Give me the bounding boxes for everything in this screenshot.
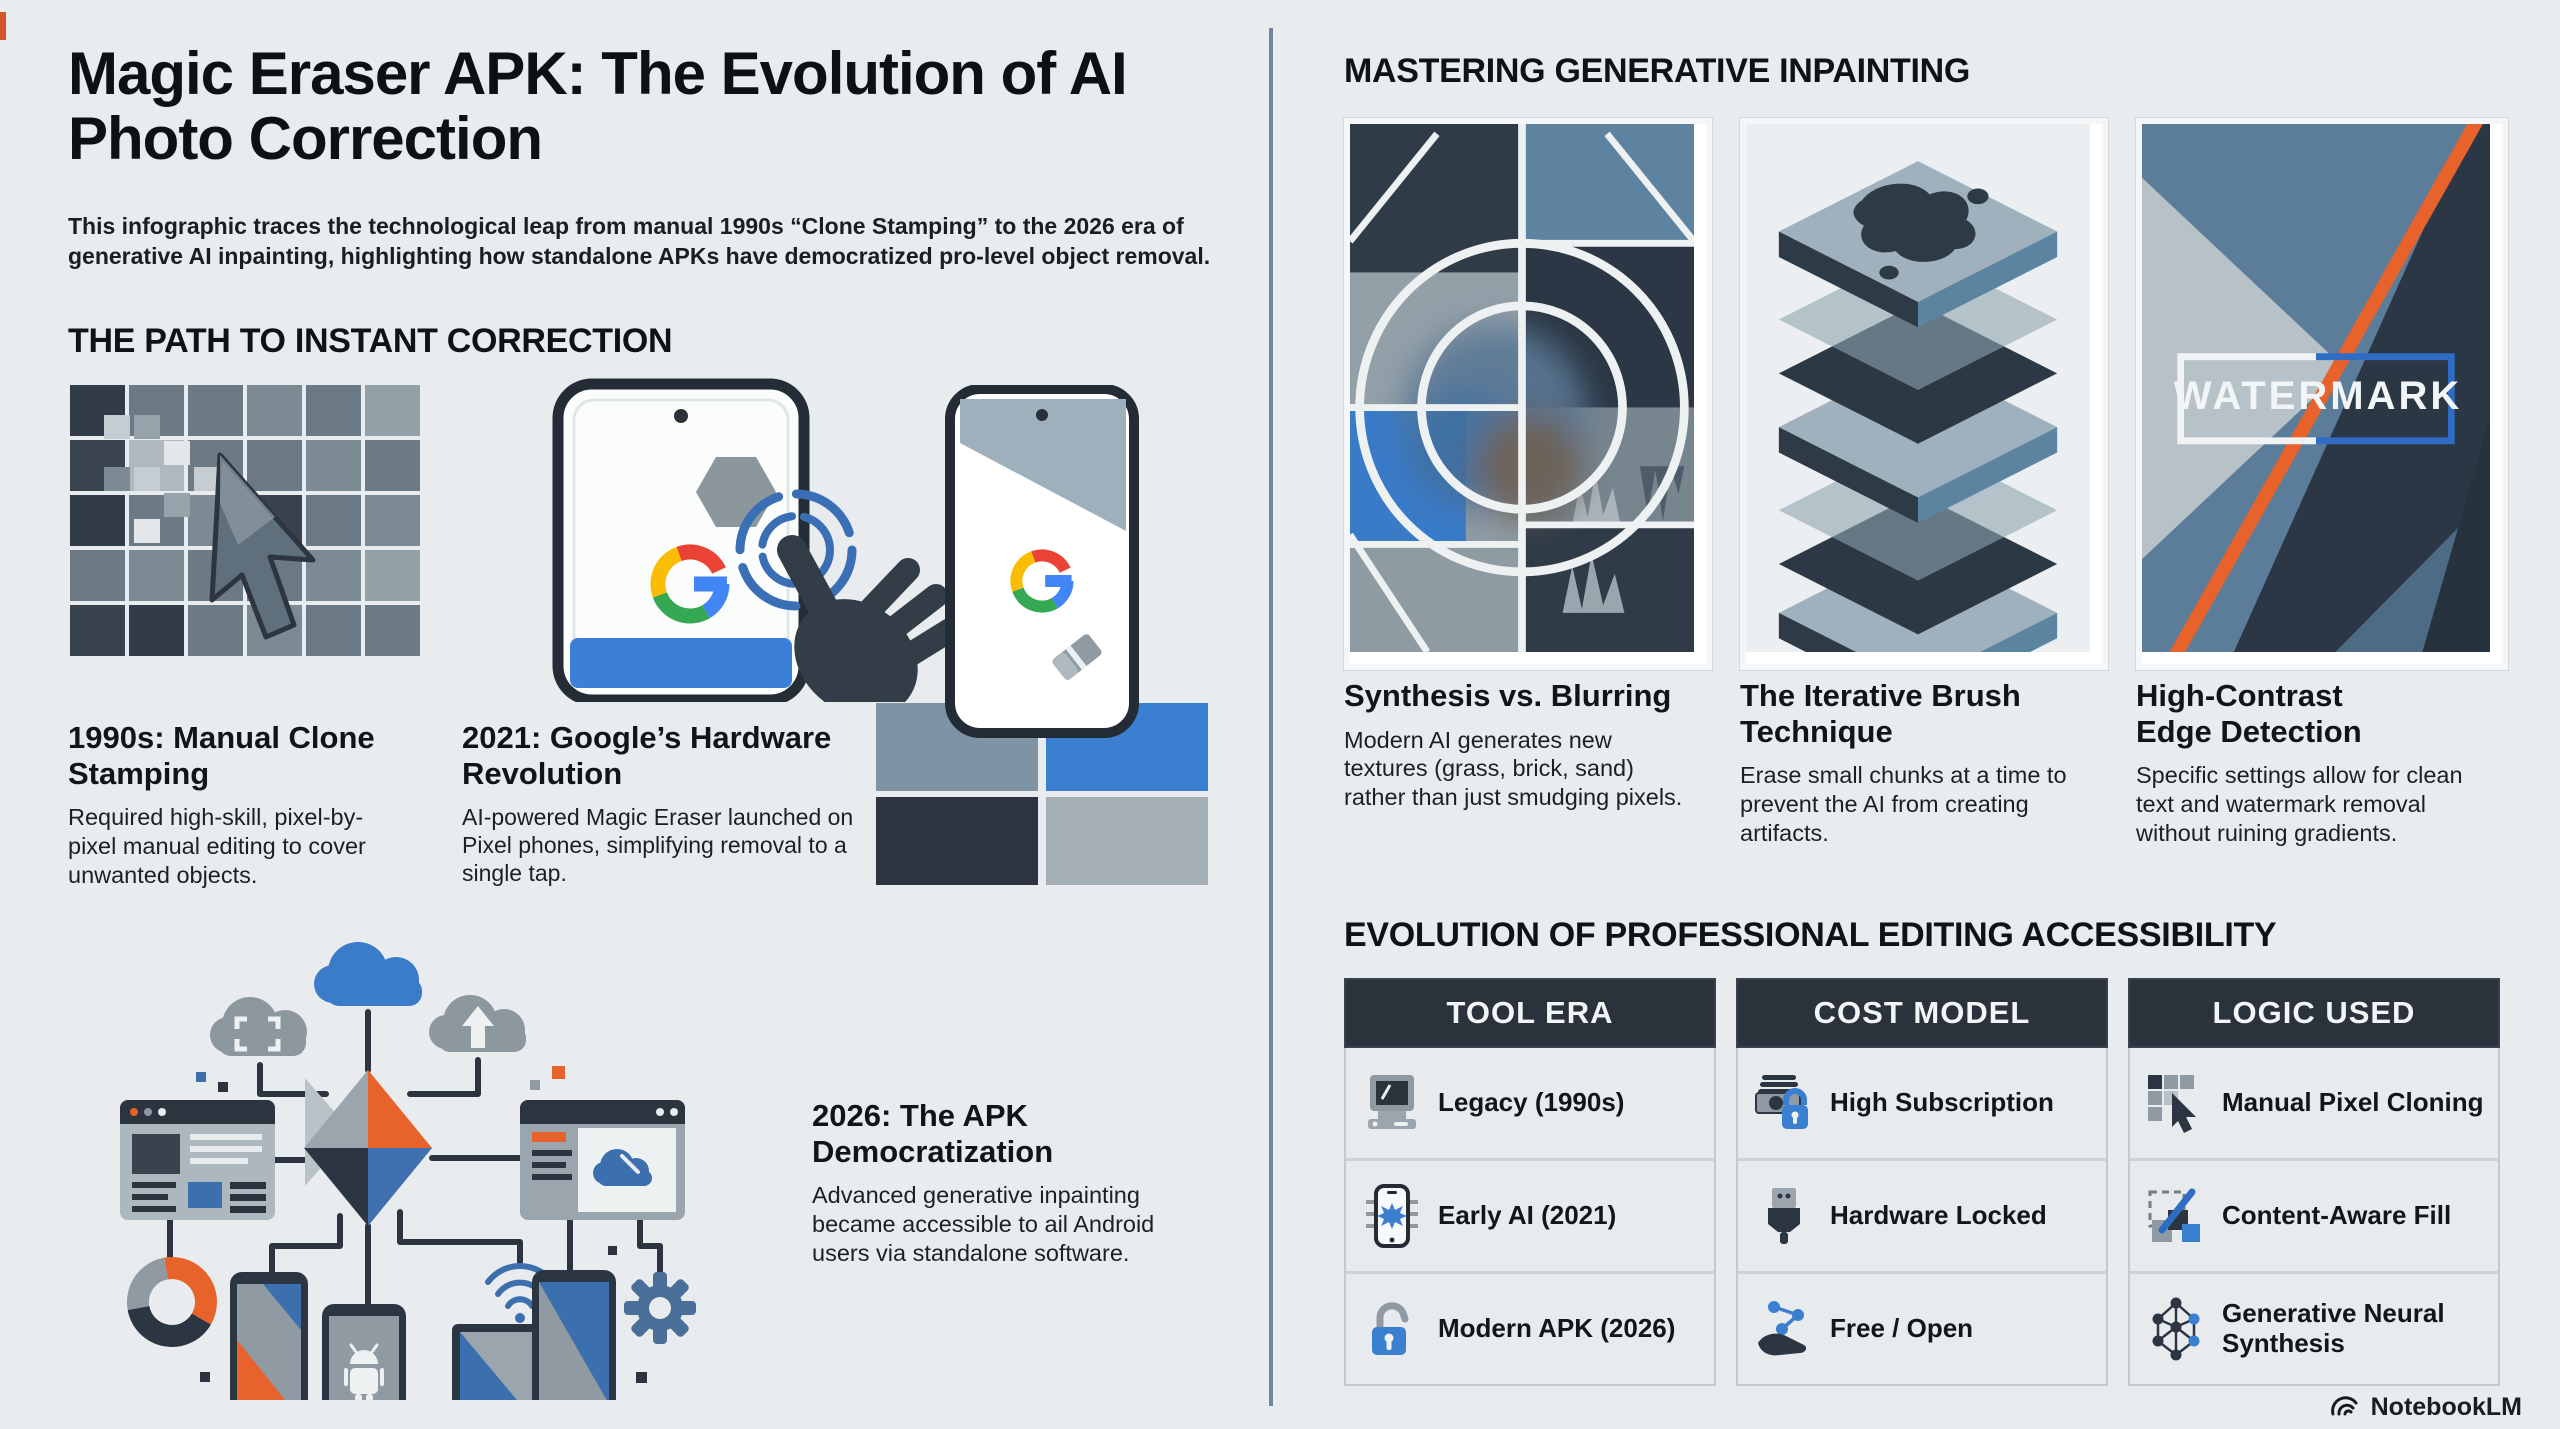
timeline-item-1990s: 1990s: Manual Clone Stamping Required hi… xyxy=(68,720,398,889)
gear-icon xyxy=(624,1272,696,1344)
device-cloud-cluster-icon xyxy=(120,942,696,1429)
apk-ecosystem-illustration xyxy=(100,920,720,1429)
table-row: Content-Aware Fill xyxy=(2130,1158,2498,1271)
usb-plug-icon xyxy=(1752,1184,1816,1248)
technique-synthesis-title: Synthesis vs. Blurring xyxy=(1344,678,1672,713)
table-header-cost-model: COST MODEL xyxy=(1736,978,2108,1048)
technique-iterative-brush: The Iterative Brush Technique Erase smal… xyxy=(1740,678,2096,847)
open-padlock-icon xyxy=(1360,1297,1424,1361)
browser-window-left-icon xyxy=(120,1100,275,1220)
section-heading-path: THE PATH TO INSTANT CORRECTION xyxy=(68,322,673,360)
timeline-item-2021: 2021: Google’s Hardware Revolution AI-po… xyxy=(462,720,882,887)
table-row: Early AI (2021) xyxy=(1346,1158,1714,1271)
phone-grid-icon xyxy=(876,384,1208,885)
pixel-grid-cursor-icon xyxy=(70,385,420,656)
crop-cloud-icon xyxy=(210,997,307,1056)
texture-collage-icon xyxy=(1350,124,1694,652)
table-row: High Subscription xyxy=(1738,1048,2106,1158)
technique-edge-detection-body: Specific settings allow for clean text a… xyxy=(2136,762,2463,846)
page-subtitle: This infographic traces the technologica… xyxy=(68,213,1211,269)
section-heading-inpainting: MASTERING GENERATIVE INPAINTING xyxy=(1344,52,1971,90)
timeline-2026-title: 2026: The APK Democratization xyxy=(812,1098,1054,1169)
browser-window-right-icon xyxy=(520,1100,685,1220)
table-row: Legacy (1990s) xyxy=(1346,1048,1714,1158)
watermark-label: WATERMARK xyxy=(2173,373,2463,418)
table-cell-label: Legacy (1990s) xyxy=(1438,1087,1625,1118)
android-phone-icon xyxy=(322,1304,406,1429)
edge-accent-mark xyxy=(0,12,6,40)
phone-chip-icon xyxy=(1360,1184,1424,1248)
table-cell-label: High Subscription xyxy=(1830,1087,2054,1118)
table-column-cost-model: COST MODEL High Subscription Hardware Lo… xyxy=(1736,978,2108,1386)
notebooklm-logo-icon xyxy=(2329,1390,2363,1425)
table-cell-label: Modern APK (2026) xyxy=(1438,1313,1676,1344)
table-cell-label: Early AI (2021) xyxy=(1438,1200,1617,1231)
pixel-phone-tap-illustration xyxy=(540,372,962,717)
table-cell-label: Hardware Locked xyxy=(1830,1200,2047,1231)
column-divider xyxy=(1269,28,1273,1406)
synthesis-collage-image xyxy=(1344,118,1712,670)
apk-phone-grid-illustration xyxy=(872,384,1212,890)
table-row: Generative Neural Synthesis xyxy=(2130,1271,2498,1384)
content-aware-fill-icon xyxy=(2144,1184,2208,1248)
page-title: Magic Eraser APK: The Evolution of AI Ph… xyxy=(68,40,1128,172)
technique-iterative-brush-body: Erase small chunks at a time to prevent … xyxy=(1740,762,2067,846)
timeline-1990s-body: Required high-skill, pixel-by-pixel manu… xyxy=(68,804,366,888)
layer-stack-image xyxy=(1740,118,2108,670)
technique-synthesis-body: Modern AI generates new textures (grass,… xyxy=(1344,726,1683,810)
timeline-1990s-title: 1990s: Manual Clone Stamping xyxy=(68,720,375,791)
timeline-2021-title: 2021: Google’s Hardware Revolution xyxy=(462,720,832,791)
watermark-panel-icon xyxy=(2142,124,2490,652)
timeline-item-2026: 2026: The APK Democratization Advanced g… xyxy=(812,1098,1212,1267)
retro-computer-icon xyxy=(1360,1071,1424,1135)
brand-attribution: NotebookLM xyxy=(2329,1390,2522,1425)
pixel-cursor-icon xyxy=(2144,1071,2208,1135)
blue-cloud-icon xyxy=(314,942,422,1006)
brand-name: NotebookLM xyxy=(2370,1393,2522,1421)
share-hand-icon xyxy=(1752,1297,1816,1361)
iso-layers-icon xyxy=(1746,124,2090,652)
clone-stamp-illustration xyxy=(70,385,420,660)
section-heading-table: EVOLUTION OF PROFESSIONAL EDITING ACCESS… xyxy=(1344,916,2277,954)
table-cell-label: Generative Neural Synthesis xyxy=(2222,1298,2445,1358)
neural-network-icon xyxy=(2144,1297,2208,1361)
phone-blue-icon xyxy=(532,1270,616,1416)
table-header-tool-era: TOOL ERA xyxy=(1344,978,1716,1048)
table-cell-label: Free / Open xyxy=(1830,1313,1974,1344)
technique-edge-detection-title: High-Contrast Edge Detection xyxy=(2136,678,2362,749)
table-row: Manual Pixel Cloning xyxy=(2130,1048,2498,1158)
donut-chart-icon xyxy=(127,1256,217,1347)
watermark-removal-image: WATERMARK xyxy=(2136,118,2508,670)
table-cell-label: Content-Aware Fill xyxy=(2222,1200,2452,1231)
timeline-2021-body: AI-powered Magic Eraser launched on Pixe… xyxy=(462,804,854,887)
table-row: Hardware Locked xyxy=(1738,1158,2106,1271)
timeline-2026-body: Advanced generative inpainting became ac… xyxy=(812,1182,1155,1266)
money-lock-icon xyxy=(1752,1071,1816,1135)
table-header-logic-used: LOGIC USED xyxy=(2128,978,2500,1048)
technique-edge-detection: High-Contrast Edge Detection Specific se… xyxy=(2136,678,2496,847)
table-row: Free / Open xyxy=(1738,1271,2106,1384)
table-column-logic-used: LOGIC USED Manual Pixel Cloning Content-… xyxy=(2128,978,2500,1386)
technique-iterative-brush-title: The Iterative Brush Technique xyxy=(1740,678,2021,749)
table-row: Modern APK (2026) xyxy=(1346,1271,1714,1384)
table-cell-label: Manual Pixel Cloning xyxy=(2222,1087,2484,1118)
technique-synthesis: Synthesis vs. Blurring Modern AI generat… xyxy=(1344,678,1700,812)
pinwheel-cube-icon xyxy=(304,1070,432,1226)
table-column-tool-era: TOOL ERA Legacy (1990s) Early AI (2021) … xyxy=(1344,978,1716,1386)
phone-tap-icon xyxy=(552,378,962,717)
phone-orange-icon xyxy=(230,1272,308,1412)
